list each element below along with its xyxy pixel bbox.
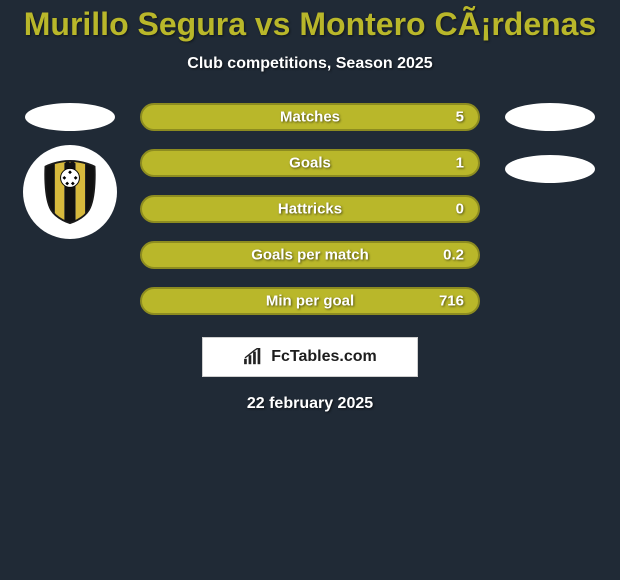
stat-label: Min per goal: [266, 293, 354, 310]
shield-icon: [41, 159, 99, 225]
stats-bars: Matches 5 Goals 1 Hattricks 0 Goals per match 0…: [140, 103, 480, 315]
comparison-card: Murillo Segura vs Montero CÃ¡rdenas Club…: [0, 0, 620, 580]
right-player-column: [500, 103, 600, 183]
team-badge-left: [23, 145, 117, 239]
content-area: Matches 5 Goals 1 Hattricks 0 Goals per match 0…: [0, 103, 620, 315]
subtitle: Club competitions, Season 2025: [0, 55, 620, 73]
date-text: 22 february 2025: [0, 395, 620, 413]
page-title: Murillo Segura vs Montero CÃ¡rdenas: [0, 0, 620, 43]
stat-bar: Goals per match 0.2: [140, 241, 480, 269]
brand-text: FcTables.com: [271, 348, 377, 366]
stat-value: 1: [456, 155, 464, 172]
stat-label: Hattricks: [278, 201, 342, 218]
stat-value: 0: [456, 201, 464, 218]
stat-label: Goals per match: [251, 247, 369, 264]
stat-bar: Goals 1: [140, 149, 480, 177]
player-photo-placeholder-right-2: [505, 155, 595, 183]
stat-label: Matches: [280, 109, 340, 126]
player-photo-placeholder-right-1: [505, 103, 595, 131]
stat-value: 5: [456, 109, 464, 126]
left-player-column: [20, 103, 120, 239]
stat-value: 716: [439, 293, 464, 310]
brand-box: FcTables.com: [202, 337, 418, 377]
stat-value: 0.2: [443, 247, 464, 264]
stat-bar: Matches 5: [140, 103, 480, 131]
stat-bar: Hattricks 0: [140, 195, 480, 223]
stat-bar: Min per goal 716: [140, 287, 480, 315]
stat-label: Goals: [289, 155, 331, 172]
player-photo-placeholder-left: [25, 103, 115, 131]
chart-icon: [243, 348, 265, 366]
